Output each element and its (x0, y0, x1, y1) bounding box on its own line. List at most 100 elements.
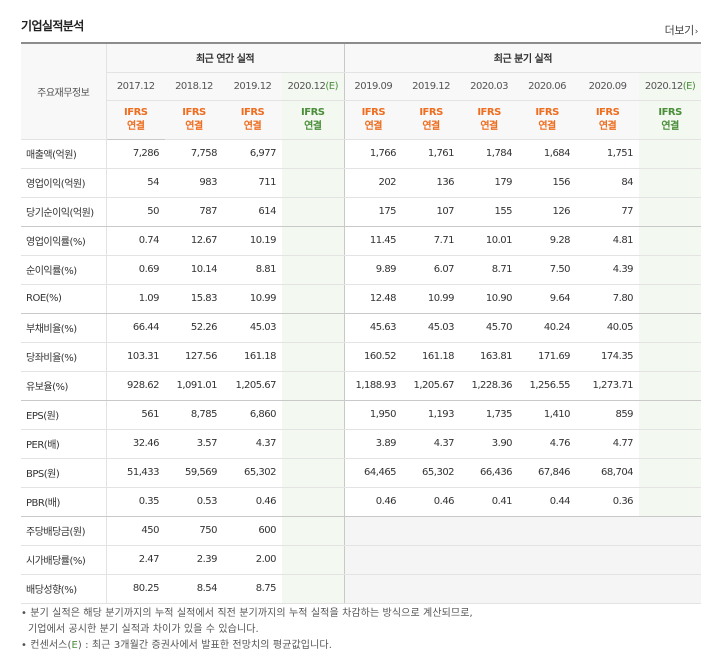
table-row: 영업이익(억원) 54 983 711 202 136 179 156 84 (21, 168, 702, 198)
row-label: 영업이익률(%) (21, 226, 107, 256)
more-link[interactable]: 더보기› (665, 22, 699, 38)
annual-value-cell: 7,758 (165, 139, 223, 169)
footnote-quarterly: • 분기 실적은 해당 분기까지의 누적 실적에서 직전 분기까지의 누적 실적… (21, 608, 473, 619)
annual-value-cell (282, 197, 345, 227)
quarter-value-cell: 1,193 (402, 400, 461, 430)
header-year-row: 2017.12 2018.12 2019.12 2020.12(E) 2019.… (21, 72, 702, 101)
quarter-value-cell: 1,735 (460, 400, 519, 430)
table-row: ROE(%) 1.09 15.83 10.99 12.48 10.99 10.90 9.64 7… (21, 284, 702, 314)
row-label: 유보율(%) (21, 371, 107, 401)
quarter-value-cell (639, 487, 702, 517)
table-row: PBR(배) 0.35 0.53 0.46 0.46 0.46 0.41 0.44 0.36 (21, 487, 702, 517)
quarter-value-cell: 7.80 (576, 284, 640, 314)
annual-value-cell: 0.35 (106, 487, 165, 517)
quarter-value-cell: 67,846 (518, 458, 577, 488)
row-label-header: 주요재무정보 (21, 42, 107, 140)
quarter-value-cell (639, 545, 702, 575)
table-row: 배당성향(%) 80.25 8.54 8.75 (21, 574, 702, 604)
annual-value-cell: 711 (223, 168, 282, 198)
row-label: 시가배당률(%) (21, 545, 107, 575)
annual-value-cell (282, 168, 345, 198)
annual-value-cell: 0.53 (165, 487, 223, 517)
annual-value-cell: 0.69 (106, 255, 165, 285)
quarter-value-cell: 9.28 (518, 226, 577, 256)
footnote-consensus: • 컨센서스(E) : 최근 3개월간 증권사에서 발표한 전망치의 평균값입니… (21, 640, 332, 651)
quarter-value-cell (344, 545, 403, 575)
row-label: EPS(원) (21, 400, 107, 430)
quarter-value-cell (402, 545, 461, 575)
footnotes: • 분기 실적은 해당 분기까지의 누적 실적에서 직전 분기까지의 누적 실적… (21, 606, 473, 654)
year-header: 2018.12 (165, 72, 223, 101)
quarter-value-cell: 77 (576, 197, 640, 227)
annual-value-cell: 54 (106, 168, 165, 198)
quarter-value-cell: 4.39 (576, 255, 640, 285)
row-label: 영업이익(억원) (21, 168, 107, 198)
quarter-value-cell: 1,761 (402, 139, 461, 169)
estimate-year-header: 2020.12(E) (282, 72, 345, 101)
ifrs-header: IFRS 연결 (639, 100, 702, 140)
annual-value-cell: 2.47 (106, 545, 165, 575)
quarter-value-cell (460, 545, 519, 575)
annual-value-cell: 3.57 (165, 429, 223, 459)
quarter-value-cell (639, 429, 702, 459)
row-label: 주당배당금(원) (21, 516, 107, 546)
quarter-value-cell: 64,465 (344, 458, 403, 488)
quarter-value-cell: 6.07 (402, 255, 461, 285)
quarter-value-cell: 1,205.67 (402, 371, 461, 401)
quarter-value-cell: 0.44 (518, 487, 577, 517)
quarter-value-cell: 12.48 (344, 284, 403, 314)
annual-value-cell (282, 487, 345, 517)
quarter-value-cell: 4.77 (576, 429, 640, 459)
quarter-value-cell: 1,188.93 (344, 371, 403, 401)
table-row: 당기순이익(억원) 50 787 614 175 107 155 126 77 (21, 197, 702, 227)
annual-value-cell: 787 (165, 197, 223, 227)
ifrs-header: IFRS 연결 (165, 100, 223, 140)
quarter-value-cell: 1,950 (344, 400, 403, 430)
table-row: 유보율(%) 928.62 1,091.01 1,205.67 1,188.93 1,20… (21, 371, 702, 401)
quarter-value-cell (639, 168, 702, 198)
quarter-value-cell (639, 197, 702, 227)
annual-value-cell (282, 139, 345, 169)
quarter-value-cell: 45.03 (402, 313, 461, 343)
header-group-row: 주요재무정보 최근 연간 실적 최근 분기 실적 (21, 42, 702, 140)
annual-value-cell (282, 574, 345, 604)
quarter-value-cell (639, 313, 702, 343)
annual-value-cell: 6,860 (223, 400, 282, 430)
quarter-value-cell: 1,273.71 (576, 371, 640, 401)
quarter-value-cell: 66,436 (460, 458, 519, 488)
annual-value-cell: 1,205.67 (223, 371, 282, 401)
quarter-value-cell: 10.01 (460, 226, 519, 256)
quarter-value-cell: 45.70 (460, 313, 519, 343)
quarter-value-cell: 7.71 (402, 226, 461, 256)
row-label: PER(배) (21, 429, 107, 459)
annual-value-cell (282, 458, 345, 488)
annual-value-cell: 161.18 (223, 342, 282, 372)
annual-value-cell: 66.44 (106, 313, 165, 343)
quarter-value-cell: 10.99 (402, 284, 461, 314)
quarter-value-cell (639, 255, 702, 285)
header-ifrs-row: IFRS 연결 IFRS 연결 IFRS 연결 IFRS 연결 IFRS 연결 IFRS 연결 IFRS… (21, 100, 702, 140)
annual-value-cell: 0.46 (223, 487, 282, 517)
row-label: 당좌비율(%) (21, 342, 107, 372)
table-row: 주당배당금(원) 450 750 600 (21, 516, 702, 546)
footnote-quarterly-cont: 기업에서 공시한 분기 실적과 차이가 있을 수 있습니다. (28, 624, 259, 635)
table-row: 순이익률(%) 0.69 10.14 8.81 9.89 6.07 8.71 7.50 4.39 (21, 255, 702, 285)
table-row: BPS(원) 51,433 59,569 65,302 64,465 65,302 66,4… (21, 458, 702, 488)
annual-value-cell: 983 (165, 168, 223, 198)
quarter-value-cell (576, 516, 640, 546)
annual-value-cell: 8,785 (165, 400, 223, 430)
quarter-value-cell: 1,684 (518, 139, 577, 169)
quarter-value-cell: 9.64 (518, 284, 577, 314)
table-row: 당좌비율(%) 103.31 127.56 161.18 160.52 161.18 163… (21, 342, 702, 372)
annual-value-cell: 2.39 (165, 545, 223, 575)
row-label: 당기순이익(억원) (21, 197, 107, 227)
annual-value-cell (282, 516, 345, 546)
quarter-value-cell: 4.76 (518, 429, 577, 459)
quarter-value-cell: 160.52 (344, 342, 403, 372)
annual-value-cell: 7,286 (106, 139, 165, 169)
ifrs-header: IFRS 연결 (576, 100, 640, 140)
row-label: 배당성향(%) (21, 574, 107, 604)
annual-value-cell: 450 (106, 516, 165, 546)
quarter-value-cell (639, 458, 702, 488)
quarter-value-cell: 1,256.55 (518, 371, 577, 401)
